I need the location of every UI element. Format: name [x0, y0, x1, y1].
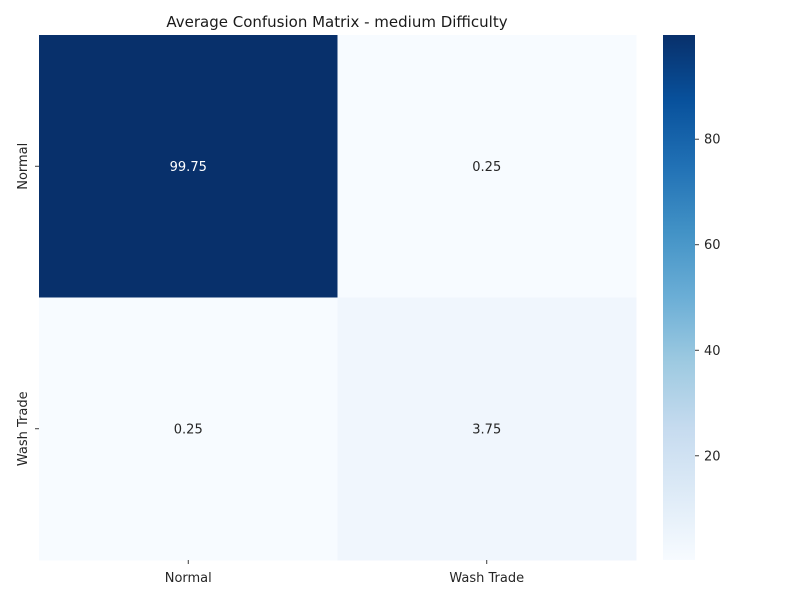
heatmap-cell-wash-trade-normal [39, 297, 338, 561]
colorbar-tick-label: 40 [704, 344, 721, 359]
x-axis: Normal Wash Trade [165, 560, 524, 586]
y-axis: Normal Wash Trade [16, 143, 39, 466]
x-tick-label: Normal [165, 571, 212, 586]
y-tick-label: Wash Trade [16, 391, 31, 466]
cell-value-label: 99.75 [170, 160, 207, 175]
cell-value-label: 0.25 [174, 422, 203, 437]
colorbar-ticks: 20 40 60 80 [695, 133, 721, 464]
heatmap-cells [39, 35, 637, 561]
heatmap-cell-normal-wash-trade [337, 35, 637, 298]
heatmap-cell-normal-normal [39, 35, 338, 298]
heatmap-cell-labels: 99.75 0.25 0.25 3.75 [170, 160, 502, 438]
colorbar-tick-label: 60 [704, 238, 721, 253]
colorbar-gradient [663, 35, 695, 560]
colorbar-tick-label: 20 [704, 449, 721, 464]
colorbar [663, 35, 695, 560]
heatmap-cell-wash-trade-wash-trade [337, 297, 637, 561]
cell-value-label: 3.75 [472, 422, 501, 437]
colorbar-tick-label: 80 [704, 133, 721, 148]
cell-value-label: 0.25 [472, 160, 501, 175]
chart-title: Average Confusion Matrix - medium Diffic… [166, 13, 507, 31]
x-tick-label: Wash Trade [449, 571, 524, 586]
y-tick-label: Normal [16, 143, 31, 190]
